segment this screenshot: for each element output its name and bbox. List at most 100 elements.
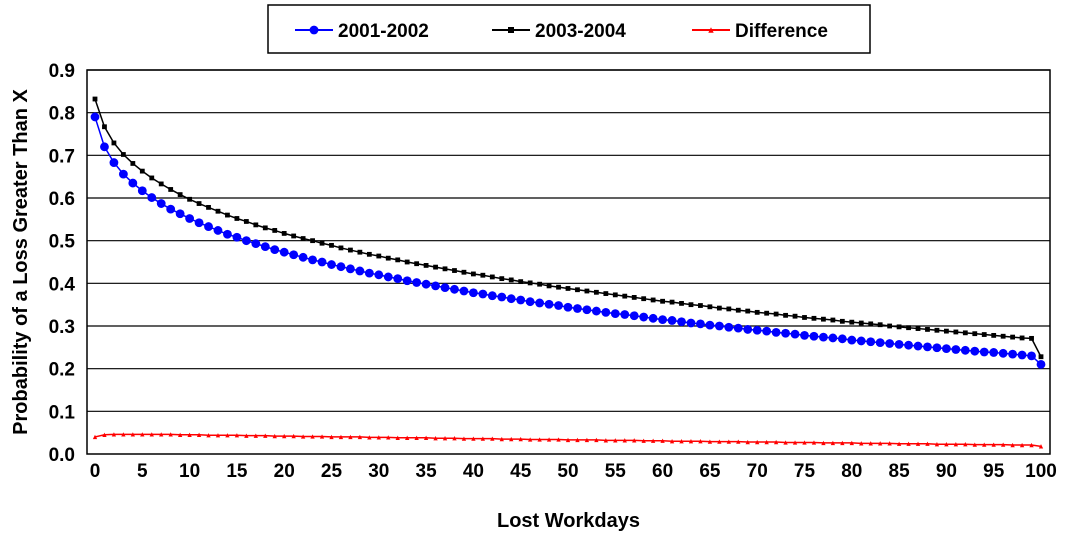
data-point [878,441,883,446]
data-point [194,218,204,228]
data-point [544,299,554,309]
data-point [716,305,722,311]
data-point [612,292,618,298]
data-point [953,442,959,447]
data-point [953,329,959,335]
data-point [982,442,987,447]
data-point [461,436,467,441]
data-point [546,283,552,289]
data-point [300,434,306,439]
x-tick-label: 15 [226,461,248,482]
data-point [658,315,667,324]
data-point [357,249,363,255]
data-point [386,435,391,440]
data-point [423,435,429,440]
data-point [632,438,637,443]
data-point [925,441,930,446]
data-point [613,438,618,443]
data-point [506,294,516,304]
data-point [714,321,724,331]
gridlines [87,69,1050,412]
x-tick-label: 40 [463,461,484,482]
data-point [206,433,211,438]
data-point [1029,442,1034,448]
data-point [802,440,807,445]
data-point [158,181,164,187]
data-point [923,342,932,352]
data-point [915,441,921,446]
data-point [471,271,476,277]
data-point [102,432,107,437]
y-tick-label: 0.3 [49,317,75,338]
data-point [90,112,100,122]
data-point [156,199,166,208]
data-point [669,439,675,444]
data-point [509,436,514,442]
data-point [979,347,989,357]
data-point [781,328,790,338]
data-point [773,439,779,445]
x-tick-label: 85 [889,461,911,482]
data-point [414,261,420,267]
data-point [423,263,429,268]
data-point [244,433,249,438]
data-point [1017,350,1027,360]
data-point [404,259,410,265]
data-point [688,439,694,444]
data-point [707,439,713,444]
data-point [963,442,968,447]
data-point [92,96,98,102]
data-point [679,300,684,306]
data-point [139,168,145,174]
data-point [603,291,609,296]
data-point [573,304,582,313]
data-point [754,309,760,315]
data-point [593,289,599,295]
data-point [215,433,221,438]
data-point [875,338,885,348]
data-point [289,250,299,260]
data-point [535,298,545,308]
data-point [348,434,353,440]
data-point [412,278,422,287]
data-point [383,272,393,282]
data-point [885,339,895,348]
series-2003-2004 [92,96,1044,360]
data-point [1010,442,1015,448]
data-point [528,437,533,442]
data-point [856,336,866,346]
data-point [459,286,469,296]
data-point [414,435,419,440]
data-point [1019,442,1025,448]
data-point [771,328,781,337]
data-point [433,436,438,441]
x-tick-label: 5 [137,461,148,482]
data-point [376,435,381,440]
data-point [281,231,287,236]
data-point [196,432,202,437]
x-tick-label: 25 [321,461,343,482]
data-point [991,332,997,338]
data-point [405,435,410,440]
data-point [102,124,107,130]
data-point [130,161,136,166]
data-point [1036,360,1046,369]
data-point [319,240,325,246]
data-point [225,212,230,218]
data-point [631,295,637,300]
data-point [925,327,930,332]
data-point [291,233,297,239]
data-point [187,196,192,202]
data-point [896,324,902,330]
data-point [497,292,507,302]
data-point [402,276,412,286]
series-line [94,98,1042,358]
data-point [508,27,514,33]
data-point [773,311,779,317]
data-point [792,440,798,445]
data-point [232,232,242,242]
data-point [149,175,155,181]
data-point [698,439,703,444]
data-point [338,434,344,440]
data-point [601,307,611,317]
